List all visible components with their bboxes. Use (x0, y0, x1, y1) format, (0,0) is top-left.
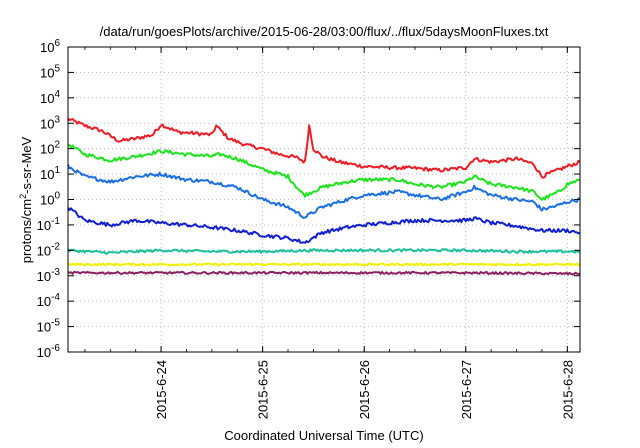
y-label-base: protons/cm (19, 199, 34, 263)
y-tick-label: 101 (40, 165, 60, 182)
axes: 10-610-510-410-310-210-11001011021031041… (37, 38, 580, 419)
y-tick-label: 10-4 (37, 292, 61, 309)
y-tick-exponent: 6 (54, 38, 60, 49)
y-tick-base: 10 (40, 167, 54, 182)
y-tick-exponent: -2 (51, 241, 60, 252)
y-axis-label: protons/cm2-s-sr-MeV (18, 136, 34, 263)
y-tick-base: 10 (40, 116, 54, 131)
x-tick-label: 2015-6-28 (560, 360, 575, 419)
y-tick-exponent: -5 (51, 318, 60, 329)
y-tick-base: 10 (40, 91, 54, 106)
y-tick-exponent: 5 (54, 63, 60, 74)
y-tick-label: 10-1 (37, 216, 61, 233)
y-tick-base: 10 (37, 345, 51, 360)
y-tick-base: 10 (37, 269, 51, 284)
y-tick-exponent: 3 (54, 114, 60, 125)
y-tick-exponent: -3 (51, 267, 60, 278)
y-tick-label: 10-6 (37, 343, 61, 360)
series-line-7 (67, 270, 581, 276)
y-tick-base: 10 (37, 218, 51, 233)
y-label-tail: -s-sr-MeV (19, 136, 34, 193)
y-tick-exponent: 2 (54, 140, 60, 151)
series-line-5 (67, 248, 581, 255)
series-line-4 (67, 207, 581, 244)
y-tick-base: 10 (40, 142, 54, 157)
series-line-3 (67, 164, 581, 219)
y-tick-label: 102 (40, 140, 60, 157)
y-tick-label: 103 (40, 114, 60, 131)
grid (68, 47, 580, 352)
y-tick-exponent: -1 (51, 216, 60, 227)
series-layer (67, 117, 581, 276)
x-tick-label: 2015-6-26 (357, 360, 372, 419)
y-tick-exponent: 0 (54, 191, 60, 202)
y-tick-base: 10 (37, 243, 51, 258)
y-tick-exponent: 4 (54, 89, 60, 100)
y-tick-exponent: -6 (51, 343, 60, 354)
y-tick-base: 10 (40, 193, 54, 208)
y-tick-base: 10 (37, 320, 51, 335)
x-axis-label: Coordinated Universal Time (UTC) (224, 428, 423, 443)
y-tick-label: 106 (40, 38, 60, 55)
y-label-superscript: 2 (18, 194, 28, 199)
y-tick-label: 10-5 (37, 318, 61, 335)
y-tick-label: 100 (40, 191, 60, 208)
chart-title: /data/run/goesPlots/archive/2015-06-28/0… (100, 24, 549, 39)
x-tick-label: 2015-6-27 (459, 360, 474, 419)
y-tick-exponent: 1 (54, 165, 60, 176)
y-tick-base: 10 (40, 65, 54, 80)
y-tick-label: 104 (40, 89, 60, 106)
y-tick-label: 10-2 (37, 241, 61, 258)
series-line-1 (67, 117, 581, 179)
plot-frame (67, 46, 581, 353)
series-line-2 (67, 143, 581, 201)
y-tick-base: 10 (40, 40, 54, 55)
x-tick-label: 2015-6-25 (256, 360, 271, 419)
x-tick-label: 2015-6-24 (154, 360, 169, 419)
y-tick-label: 10-3 (37, 267, 61, 284)
y-tick-exponent: -4 (51, 292, 60, 303)
y-tick-base: 10 (37, 294, 51, 309)
y-tick-label: 105 (40, 63, 60, 80)
series-line-6 (67, 262, 581, 267)
